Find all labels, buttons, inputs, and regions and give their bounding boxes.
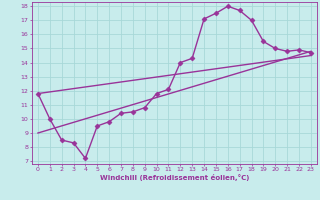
X-axis label: Windchill (Refroidissement éolien,°C): Windchill (Refroidissement éolien,°C) [100, 174, 249, 181]
